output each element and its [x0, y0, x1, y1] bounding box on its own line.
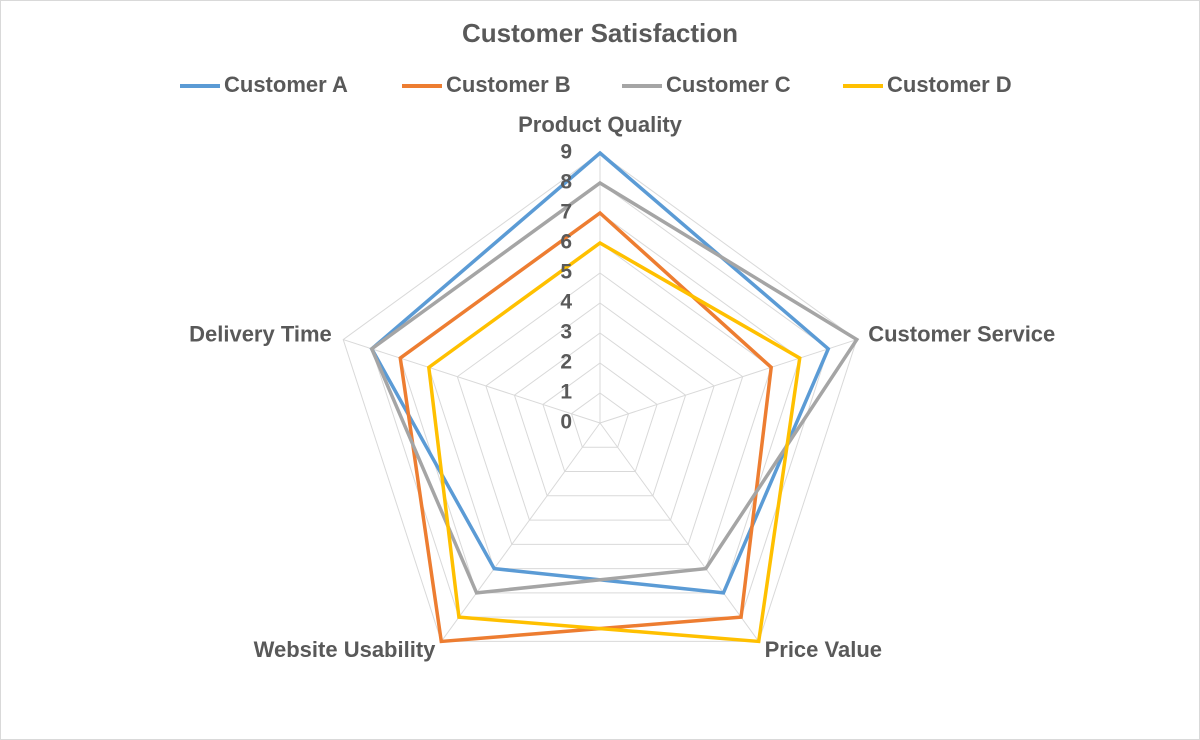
series-line: [369, 150, 831, 595]
category-label: Website Usability: [254, 637, 437, 662]
spoke: [440, 422, 601, 642]
tick-label: 1: [560, 381, 572, 404]
grid-ring: [485, 302, 715, 521]
spoke: [599, 339, 857, 424]
grid-ring: [542, 362, 658, 473]
grid-ring: [456, 272, 744, 545]
tick-label: 7: [560, 201, 572, 224]
tick-label: 8: [560, 171, 572, 194]
category-label: Customer Service: [868, 322, 1055, 347]
spoke: [599, 422, 760, 642]
tick-label: 6: [560, 231, 572, 254]
tick-label: 5: [560, 261, 572, 284]
category-label: Product Quality: [518, 112, 683, 137]
grid-ring: [342, 152, 858, 642]
category-label: Price Value: [765, 637, 882, 662]
series-line: [369, 180, 860, 595]
grid-ring: [513, 332, 687, 497]
tick-label: 2: [560, 351, 572, 374]
legend-label: Customer A: [224, 72, 348, 97]
category-label: Delivery Time: [189, 322, 332, 347]
tick-label: 3: [560, 321, 572, 344]
grid-ring: [570, 392, 630, 448]
chart-title: Customer Satisfaction: [462, 18, 738, 48]
spoke: [343, 339, 601, 424]
tick-label: 0: [560, 411, 572, 434]
legend-label: Customer B: [446, 72, 571, 97]
tick-label: 9: [560, 141, 572, 164]
legend-label: Customer D: [887, 72, 1012, 97]
series-line: [426, 240, 802, 644]
legend-label: Customer C: [666, 72, 791, 97]
tick-label: 4: [560, 291, 572, 314]
